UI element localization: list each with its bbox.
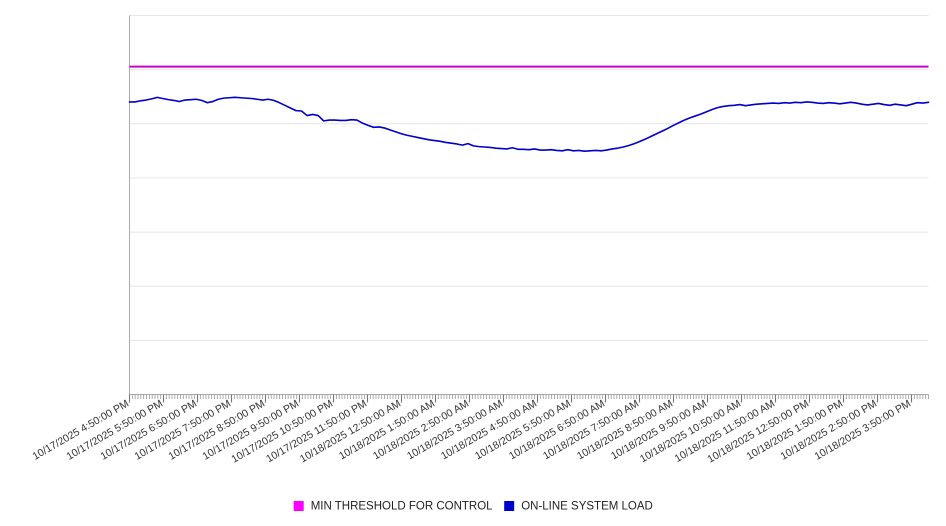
x-axis-ticks bbox=[128, 394, 929, 403]
legend-swatch bbox=[293, 501, 304, 511]
legend-label: MIN THRESHOLD FOR CONTROL bbox=[311, 501, 493, 513]
chart-legend: MIN THRESHOLD FOR CONTROL ON-LINE SYSTEM … bbox=[293, 501, 653, 513]
data-series bbox=[128, 65, 930, 152]
series-load-line bbox=[128, 96, 930, 152]
legend-label: ON-LINE SYSTEM LOAD bbox=[521, 501, 653, 513]
legend-swatch bbox=[504, 501, 515, 511]
